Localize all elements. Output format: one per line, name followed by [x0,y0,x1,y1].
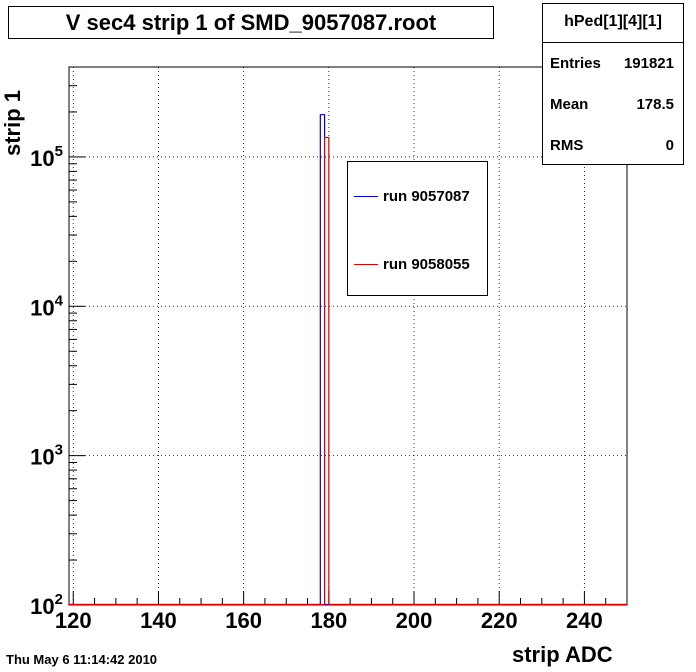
x-tick-label: 200 [396,608,433,633]
stats-row-mean: Mean 178.5 [543,84,683,125]
chart-title: V sec4 strip 1 of SMD_9057087.root [8,6,494,39]
stats-value: 0 [665,137,674,154]
stats-row-entries: Entries 191821 [543,43,683,84]
legend: run 9057087 run 9058055 [347,161,488,296]
x-tick-label: 160 [225,608,262,633]
legend-entry: run 9057087 [354,186,470,206]
y-tick-label: 102 [30,591,63,619]
stats-row-rms: RMS 0 [543,125,683,166]
x-tick-label: 180 [310,608,347,633]
stats-label: Mean [550,96,589,113]
stats-box: hPed[1][4][1] Entries 191821 Mean 178.5 … [542,3,684,165]
legend-line-icon [354,195,378,197]
y-tick-label: 104 [30,292,63,320]
tick-labels: 120 140 160 180 200 220 240 102 103 104 105 [30,143,603,633]
legend-line-icon [354,263,378,265]
stats-label: Entries [550,55,601,72]
stats-label: RMS [550,137,584,154]
y-tick-label: 105 [30,143,63,171]
x-tick-label: 120 [55,608,92,633]
stats-value: 191821 [623,55,674,72]
series-group [69,114,627,606]
legend-entry: run 9058055 [354,254,470,274]
legend-label: run 9057087 [383,187,470,205]
histogram-bar [69,136,627,606]
legend-label: run 9058055 [383,255,470,273]
y-axis-label-wrap: strip 1 [0,88,25,158]
y-tick-label: 103 [30,442,63,470]
timestamp: Thu May 6 11:14:42 2010 [6,652,158,667]
x-axis-label: strip ADC [512,642,613,667]
x-tick-label: 240 [566,608,603,633]
y-axis-label: strip 1 [0,89,25,157]
stats-name: hPed[1][4][1] [543,4,683,43]
stats-value: 178.5 [636,96,674,113]
x-tick-label: 220 [481,608,518,633]
x-tick-label: 140 [140,608,177,633]
